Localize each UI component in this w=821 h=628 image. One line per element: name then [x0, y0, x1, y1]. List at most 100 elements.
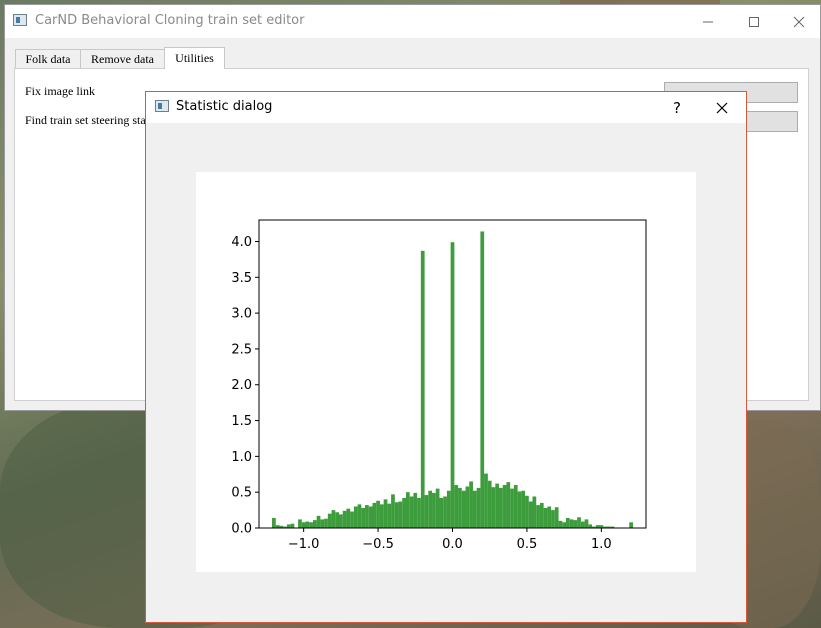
- histogram-bar: [290, 523, 295, 528]
- tab-remove-data[interactable]: Remove data: [80, 49, 165, 68]
- histogram-bar: [372, 502, 377, 528]
- histogram-bar: [573, 520, 578, 528]
- histogram-bar: [320, 519, 325, 528]
- close-icon: [716, 102, 728, 113]
- tab-label: Folk data: [25, 51, 71, 66]
- histogram-bar: [506, 482, 511, 528]
- x-tick-label: 1.0: [591, 537, 612, 552]
- y-tick-label: 1.5: [231, 414, 252, 429]
- histogram-bar: [551, 510, 555, 528]
- histogram-bar: [361, 507, 366, 528]
- histogram-bar: [499, 487, 503, 528]
- histogram-bar: [413, 492, 418, 528]
- histogram-bar: [324, 518, 328, 528]
- histogram-bar: [432, 492, 436, 528]
- y-tick-label: 2.5: [231, 342, 252, 357]
- histogram-chart: 0.00.51.01.52.02.53.03.54.0 −1.0 −0.5 0.0 0…: [231, 219, 647, 552]
- histogram-bar: [558, 520, 563, 528]
- y-tick-label: 0.5: [231, 486, 252, 501]
- dialog-close-button[interactable]: [702, 92, 742, 123]
- histogram-bar: [312, 520, 317, 528]
- histogram-bar: [580, 521, 585, 528]
- histogram-bar: [450, 242, 455, 528]
- dialog-window-icon: [155, 100, 169, 112]
- histogram-bar: [565, 517, 570, 528]
- histogram-bar: [495, 483, 500, 528]
- histogram-bar: [458, 487, 462, 528]
- histogram-bar: [272, 517, 276, 528]
- histogram-bar: [346, 508, 351, 528]
- find-stats-label: Find train set steering statis: [25, 113, 157, 127]
- histogram-bar: [379, 504, 384, 528]
- histogram-bar: [592, 526, 596, 528]
- histogram-bar: [454, 485, 459, 528]
- histogram-bar: [465, 486, 470, 528]
- x-tick-label: 0.0: [442, 537, 463, 552]
- histogram-bar: [554, 507, 559, 528]
- histogram-bar: [298, 519, 302, 528]
- histogram-bar: [525, 495, 529, 528]
- histogram-bar: [443, 496, 447, 528]
- histogram-bar: [521, 490, 526, 528]
- close-button[interactable]: [776, 5, 821, 38]
- histogram-bar: [339, 514, 343, 528]
- app-window-icon: [13, 14, 27, 26]
- y-tick-label: 3.0: [231, 307, 252, 322]
- maximize-button[interactable]: [731, 5, 777, 38]
- histogram-bar: [387, 503, 392, 528]
- histogram-bar: [286, 524, 291, 528]
- histogram-bar: [603, 526, 607, 528]
- histogram-bar: [532, 496, 537, 528]
- statistic-dialog: Statistic dialog ? 0.0 0.5 1.0 1.5 2.0 2.5 3.0…: [145, 91, 747, 623]
- histogram-bar: [383, 499, 388, 528]
- main-titlebar[interactable]: CarND Behavioral Cloning train set edito…: [5, 5, 820, 38]
- histogram-bar: [480, 231, 485, 529]
- histogram-bar: [368, 506, 373, 528]
- tab-label: Utilities: [175, 51, 214, 65]
- histogram-bar: [484, 473, 488, 528]
- histogram-bar: [446, 490, 451, 528]
- tab-label: Remove data: [91, 51, 154, 66]
- histogram-bar: [476, 487, 481, 528]
- dialog-titlebar[interactable]: Statistic dialog ?: [146, 92, 746, 123]
- y-tick-label: 3.5: [231, 271, 252, 286]
- histogram-bar: [316, 515, 321, 528]
- x-tick-label: 0.5: [517, 537, 538, 552]
- histogram-bar: [502, 485, 507, 528]
- tab-folk-data[interactable]: Folk data: [15, 49, 81, 68]
- histogram-bar: [439, 497, 444, 528]
- histogram-bar: [539, 502, 544, 528]
- tab-utilities[interactable]: Utilities: [164, 47, 225, 69]
- histogram-bar: [428, 490, 433, 528]
- y-tick-label: 2.0: [231, 378, 252, 393]
- histogram-bar: [562, 522, 566, 528]
- bar-group: [272, 231, 633, 529]
- x-axis: −1.0 −0.5 0.0 0.5 1.0: [288, 528, 612, 552]
- y-axis: 0.0 0.5 1.0 1.5 2.0 2.5 3.0 3.5 4.0: [231, 235, 259, 537]
- plot-canvas: 0.0 0.5 1.0 1.5 2.0 2.5 3.0 3.5 4.0 −1.0 −0.5 0.0 0…: [196, 172, 696, 572]
- histogram-bar: [376, 500, 380, 528]
- minimize-icon: [703, 21, 713, 22]
- histogram-bar: [409, 496, 414, 528]
- histogram-bar: [279, 525, 284, 528]
- histogram-bar: [365, 505, 369, 528]
- histogram-bar: [517, 491, 522, 528]
- x-tick-label: −1.0: [288, 537, 320, 552]
- histogram-bar: [394, 502, 399, 528]
- y-tick-label: 0.0: [231, 522, 252, 537]
- histogram-bar: [606, 526, 611, 528]
- fix-image-link-label: Fix image link: [25, 84, 95, 98]
- histogram-bar: [528, 501, 533, 528]
- y-tick-label: 1.0: [231, 450, 252, 465]
- histogram-bar: [398, 501, 403, 528]
- histogram-bar: [461, 490, 466, 528]
- minimize-button[interactable]: [685, 5, 731, 38]
- dialog-title: Statistic dialog: [176, 99, 273, 114]
- histogram-bar: [327, 513, 332, 528]
- histogram-bar: [350, 511, 354, 528]
- histogram-bar: [472, 490, 477, 528]
- histogram-bar: [342, 510, 347, 528]
- histogram-bar: [301, 522, 306, 528]
- histogram-bar: [283, 526, 287, 528]
- help-button[interactable]: ?: [662, 92, 692, 123]
